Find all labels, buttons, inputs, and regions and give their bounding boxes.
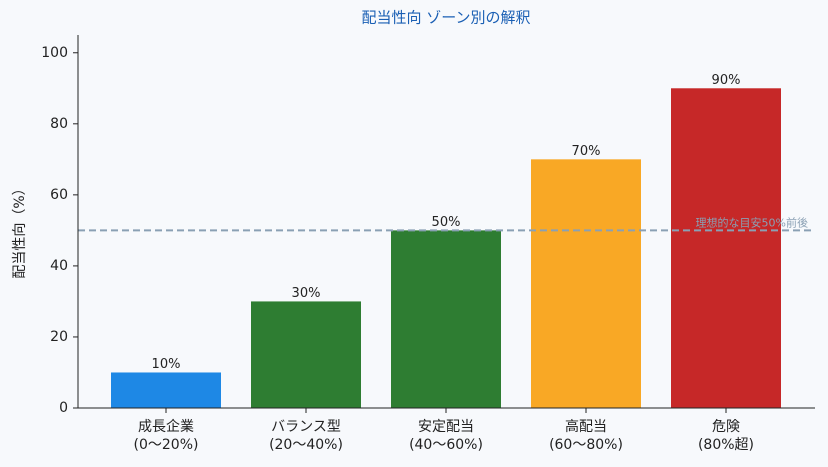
bar (671, 88, 781, 409)
bar (111, 372, 221, 408)
value-label: 70% (572, 144, 601, 159)
bar (531, 159, 641, 408)
bar (391, 230, 501, 408)
y-tick-label: 0 (59, 400, 68, 416)
chart-title: 配当性向 ゾーン別の解釈 (361, 9, 530, 27)
value-label: 30% (292, 286, 321, 301)
x-tick-label: 安定配当 (40〜60%) (409, 419, 483, 453)
x-tick-label: 成長企業 (0〜20%) (133, 419, 199, 453)
y-axis-label: 配当性向（%） (12, 181, 28, 278)
y-tick-label: 60 (50, 187, 68, 203)
bar (251, 301, 361, 408)
x-tick-label: 危険 (80%超) (697, 419, 755, 453)
y-tick-label: 40 (50, 258, 68, 274)
x-tick-label: バランス型 (20〜40%) (269, 419, 343, 453)
value-label: 50% (432, 215, 461, 230)
y-tick-label: 20 (50, 329, 68, 345)
reference-label: 理想的な目安50%前後 (696, 215, 808, 229)
value-label: 90% (712, 73, 741, 88)
y-tick-label: 100 (41, 45, 68, 61)
y-tick-label: 80 (50, 116, 68, 132)
value-label: 10% (152, 357, 181, 372)
x-tick-label: 高配当 (60〜80%) (549, 419, 623, 453)
